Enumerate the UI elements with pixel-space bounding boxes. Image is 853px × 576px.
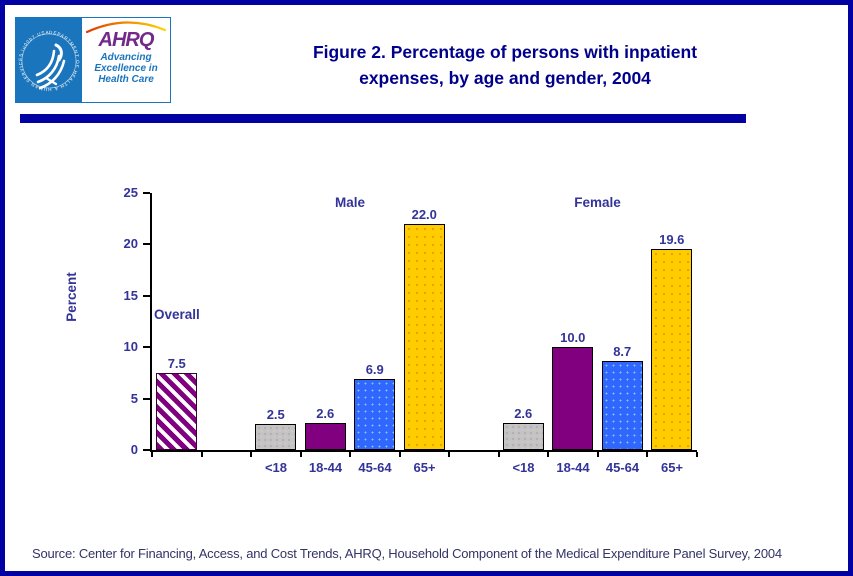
- x-tick: [250, 452, 252, 457]
- bar-value-label: 2.5: [266, 407, 285, 422]
- y-tick-label: 0: [130, 442, 138, 457]
- bar-female-18: [502, 423, 544, 450]
- y-tick-label: 25: [123, 185, 138, 200]
- x-tick: [547, 452, 549, 457]
- x-category-label: 45-64: [358, 460, 392, 475]
- figure-title-line2: expenses, by age and gender, 2004: [359, 68, 651, 88]
- group-label-overall: Overall: [154, 307, 200, 322]
- x-category-label: 45-64: [605, 460, 640, 475]
- plot-area: 0 5 10 15 20 25 7.5 Overall 2.5 <18 2.6 18-44 6.9 45-…: [124, 186, 698, 475]
- bar-value-label: 7.5: [167, 356, 186, 371]
- bar-overall-Overall: [156, 373, 198, 450]
- hhs-seal-icon: DEPARTMENT OF HEALTH & HUMAN SERVICES \u…: [16, 18, 82, 102]
- y-tick: [143, 449, 150, 451]
- bar-male-1844: [304, 423, 346, 450]
- y-tick: [143, 397, 150, 400]
- x-tick: [646, 452, 648, 457]
- group-label-female: Female: [574, 195, 621, 210]
- bar-value-label: 2.6: [514, 406, 533, 421]
- x-category-label: 18-44: [308, 460, 343, 475]
- y-tick-label: 5: [130, 390, 138, 406]
- bar-value-label: 10.0: [560, 330, 586, 345]
- ahrq-hhs-logo: DEPARTMENT OF HEALTH & HUMAN SERVICES \u…: [15, 17, 171, 103]
- ahrq-tagline-line: Excellence in: [94, 63, 158, 74]
- bar-value-label: 8.7: [613, 344, 632, 359]
- bar-value-label: 19.6: [659, 232, 685, 247]
- hhs-eagle-icon: [35, 43, 66, 90]
- bar-male-18: [255, 424, 297, 450]
- y-tick: [143, 192, 150, 194]
- bar-value-label: 6.9: [365, 362, 384, 377]
- ahrq-tagline-line: Advancing: [100, 52, 152, 63]
- x-tick: [695, 452, 698, 457]
- title-divider-bar: [20, 114, 746, 123]
- ahrq-wordmark: AHRQ: [98, 29, 155, 51]
- group-label-male: Male: [334, 195, 365, 210]
- figure-title: Figure 2. Percentage of persons with inp…: [205, 39, 805, 91]
- x-tick: [200, 452, 203, 457]
- x-category-label: 65+: [413, 460, 436, 475]
- figure-title-line1: Figure 2. Percentage of persons with inp…: [312, 42, 698, 62]
- x-tick: [398, 452, 401, 457]
- x-tick: [299, 452, 302, 457]
- x-category-label: <18: [512, 460, 535, 475]
- bar-female-4564: [601, 361, 643, 450]
- bar-male-65: [403, 224, 445, 450]
- bar-value-label: 22.0: [411, 207, 437, 222]
- y-tick: [143, 294, 150, 297]
- x-tick: [497, 452, 500, 457]
- ahrq-logo-panel: AHRQ Advancing Excellence in Health Care: [82, 18, 170, 102]
- y-tick: [143, 346, 150, 349]
- x-tick: [151, 452, 153, 457]
- bar-female-65: [651, 249, 693, 450]
- bar-value-label: 2.6: [316, 406, 335, 421]
- y-axis-title: Percent: [64, 272, 79, 322]
- x-tick: [448, 452, 450, 457]
- y-tick: [143, 243, 150, 246]
- y-tick-label: 20: [123, 236, 138, 252]
- x-tick: [596, 452, 599, 457]
- x-category-label: 65+: [660, 460, 684, 475]
- x-category-label: 18-44: [556, 460, 590, 475]
- x-tick: [349, 452, 351, 457]
- source-note: Source: Center for Financing, Access, an…: [32, 546, 782, 561]
- ahrq-arc-icon: [85, 21, 167, 33]
- x-category-label: <18: [264, 460, 288, 475]
- y-tick-label: 15: [123, 287, 138, 303]
- ahrq-tagline: Advancing Excellence in Health Care: [94, 52, 157, 85]
- ahrq-tagline-line: Health Care: [98, 74, 154, 85]
- y-tick-label: 10: [123, 339, 138, 355]
- bar-male-4564: [354, 379, 396, 450]
- bar-female-1844: [552, 347, 594, 450]
